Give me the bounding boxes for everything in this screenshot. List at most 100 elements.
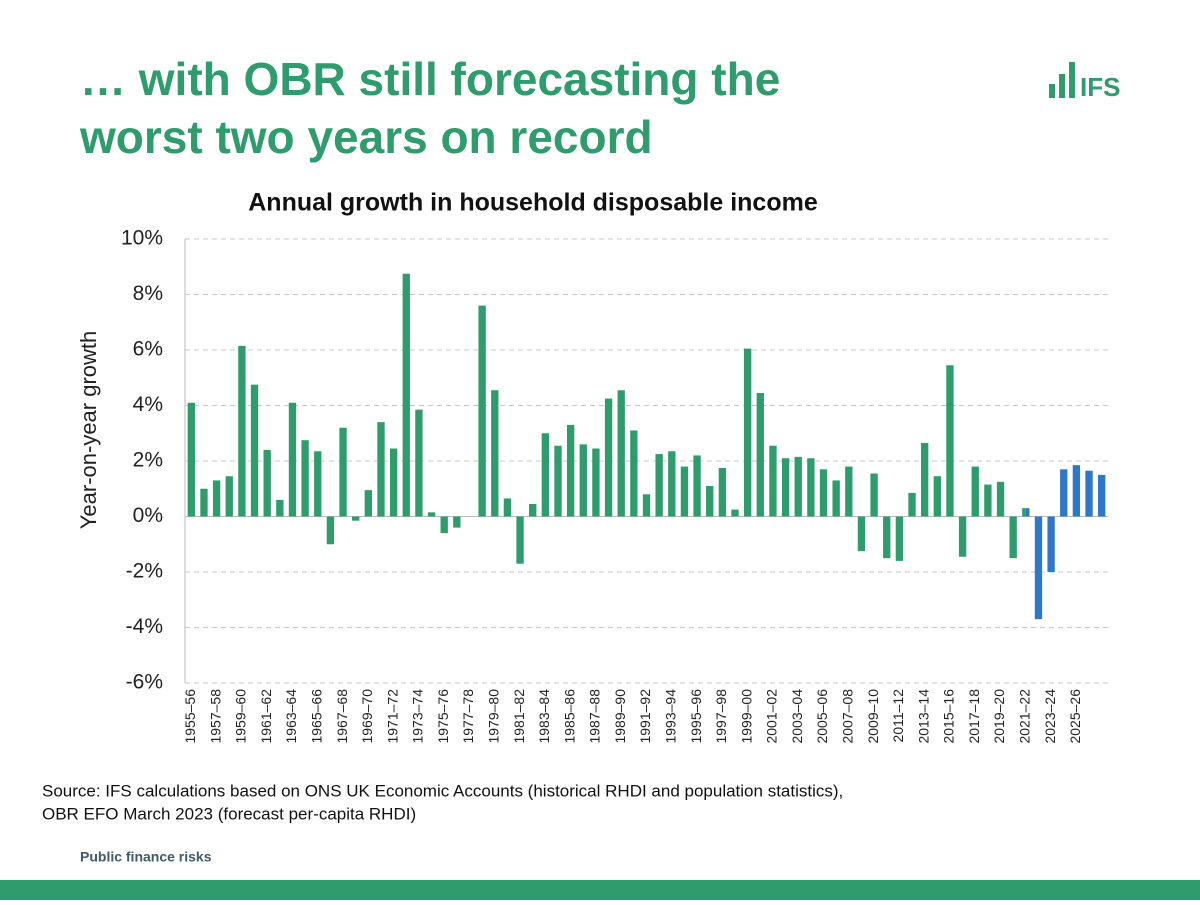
bar [364,490,373,517]
x-tick-label: 1965–66 [308,689,324,744]
bar [946,365,954,517]
footer: Public finance risks [80,849,212,865]
bar [250,384,259,517]
bar [212,480,221,517]
bar [996,481,1005,517]
bar [693,455,701,517]
y-tick-label: 4% [133,393,163,416]
bar [200,488,208,517]
y-tick-label: 10% [121,227,163,250]
x-tick-label: 2003–04 [789,689,805,744]
bar [427,512,436,517]
bar [503,498,512,517]
bar [655,454,663,517]
bar [541,433,550,517]
bar [592,448,600,517]
bar [1034,516,1043,620]
bar [908,492,916,517]
bar [642,494,651,517]
bar [238,345,246,517]
bar [680,466,689,517]
bar [263,449,271,517]
bar [743,348,752,517]
x-tick-label: 1977–78 [460,689,476,744]
logo-bar [1069,62,1075,98]
bar [794,456,802,517]
bar [377,422,385,517]
bar [1047,516,1055,572]
bar [819,469,828,517]
x-tick-label: 2013–14 [915,689,931,744]
y-axis-label: Year-on-year growth [76,331,101,530]
y-tick-label: 6% [133,338,163,361]
bar [883,516,891,559]
bar [920,442,929,517]
bar [339,427,347,517]
y-tick-label: 2% [133,449,163,472]
bar [807,458,815,517]
bar [971,466,979,517]
bar [529,504,537,517]
logo-text: IFS [1080,72,1120,102]
bar [288,402,297,517]
bar [1025,508,1030,517]
x-tick-label: 2021–22 [1017,689,1033,744]
y-tick-label: -2% [126,560,163,583]
bar [389,448,398,517]
slide-title: worst two years on record [79,111,653,163]
x-tick-label: 1963–64 [283,689,299,744]
bar [1072,465,1081,517]
x-tick-label: 1967–68 [334,689,350,744]
x-tick-label: 1961–62 [258,689,274,744]
x-tick-label: 2017–18 [966,689,982,744]
bar [478,305,486,517]
bar [402,273,410,517]
bar [706,485,714,517]
x-tick-label: 1973–74 [410,689,426,744]
bar [566,424,575,517]
logo: IFS [1049,62,1120,102]
bar [276,499,284,517]
bar [604,398,613,517]
bar [984,484,992,517]
x-tick-label: 2023–24 [1042,689,1058,744]
bar [225,476,233,517]
x-tick-label: 1955–56 [182,689,198,744]
x-tick-label: 1991–92 [637,689,653,744]
x-tick-label: 1969–70 [359,689,375,744]
bar [491,390,499,517]
x-tick-label: 1981–82 [511,689,527,744]
logo-bar [1049,84,1055,98]
bar [440,516,448,534]
footer-band [0,880,1200,900]
bar [326,516,335,545]
x-tick-label: 2015–16 [941,689,957,744]
x-tick-label: 2001–02 [764,689,780,744]
bar [756,393,764,517]
x-tick-label: 1979–80 [485,689,501,744]
bar [933,476,941,517]
y-tick-label: 0% [133,504,163,527]
y-tick-label: -4% [126,615,163,638]
x-tick-label: 2007–08 [840,689,856,744]
x-tick-label: 2009–10 [865,689,881,744]
y-tick-label: -6% [126,671,163,694]
bar [769,445,777,517]
bar [187,402,195,517]
bar [1060,469,1068,517]
bar [832,480,840,517]
x-tick-label: 1995–96 [688,689,704,744]
x-tick-label: 1959–60 [233,689,249,744]
bar [781,458,790,517]
x-tick-label: 2005–06 [814,689,830,744]
bar [352,516,360,521]
x-tick-label: 1997–98 [713,689,729,744]
x-tick-label: 2011–12 [890,689,906,743]
bar [857,516,866,552]
bar [668,451,676,517]
x-tick-label: 2019–20 [991,689,1007,744]
x-tick-label: 1957–58 [207,689,223,744]
bar [301,440,309,517]
plot: -6% -4% -2% 0% 2% 4% 6% 8% 10% 1955–56 1957–58 1959… [121,227,1108,744]
